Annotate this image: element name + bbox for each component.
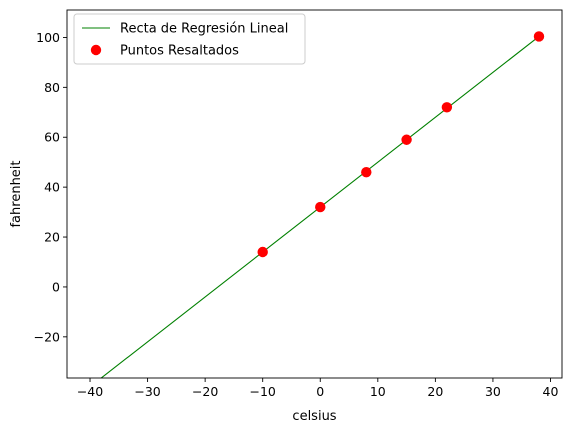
x-tick-label: −30 bbox=[134, 384, 160, 399]
scatter-point bbox=[257, 246, 268, 258]
x-tick-label: 0 bbox=[316, 384, 324, 399]
y-tick-label: 100 bbox=[36, 30, 60, 45]
x-axis-label: celsius bbox=[292, 409, 336, 424]
y-tick-label: 60 bbox=[44, 130, 60, 145]
x-tick-label: −10 bbox=[250, 384, 276, 399]
x-tick-label: −40 bbox=[77, 384, 103, 399]
y-tick-label: 0 bbox=[52, 279, 60, 294]
axes-frame bbox=[66, 9, 563, 379]
y-axis-label: fahrenheit bbox=[9, 160, 24, 227]
scatter-point bbox=[401, 134, 412, 145]
legend-label-regression-line: Recta de Regresión Lineal bbox=[120, 22, 288, 37]
legend-point-marker bbox=[90, 44, 102, 56]
x-tick-label: −20 bbox=[192, 384, 218, 399]
legend-box bbox=[73, 13, 306, 65]
y-tick-label: 20 bbox=[44, 230, 60, 245]
scatter-point bbox=[315, 201, 326, 213]
y-tick-label: −20 bbox=[34, 329, 60, 344]
regression-line bbox=[100, 36, 540, 378]
x-tick-label: 10 bbox=[370, 384, 386, 399]
scatter-point bbox=[441, 102, 453, 113]
x-tick-label: 40 bbox=[543, 384, 559, 399]
scatter-point bbox=[361, 166, 372, 178]
y-tick-label: 40 bbox=[44, 180, 60, 195]
x-tick-label: 30 bbox=[485, 384, 501, 399]
x-tick-label: 20 bbox=[427, 384, 443, 399]
scatter-point bbox=[533, 31, 545, 42]
legend: Recta de Regresión Lineal Puntos Resaltad… bbox=[73, 13, 306, 65]
y-tick-label: 80 bbox=[44, 80, 60, 95]
legend-label-highlighted-points: Puntos Resaltados bbox=[120, 44, 239, 59]
axes: −40 −30 −20 −10 0 10 20 30 40 −20 0 20 40 60 80 100 bbox=[34, 9, 563, 399]
plot-area bbox=[100, 31, 545, 378]
